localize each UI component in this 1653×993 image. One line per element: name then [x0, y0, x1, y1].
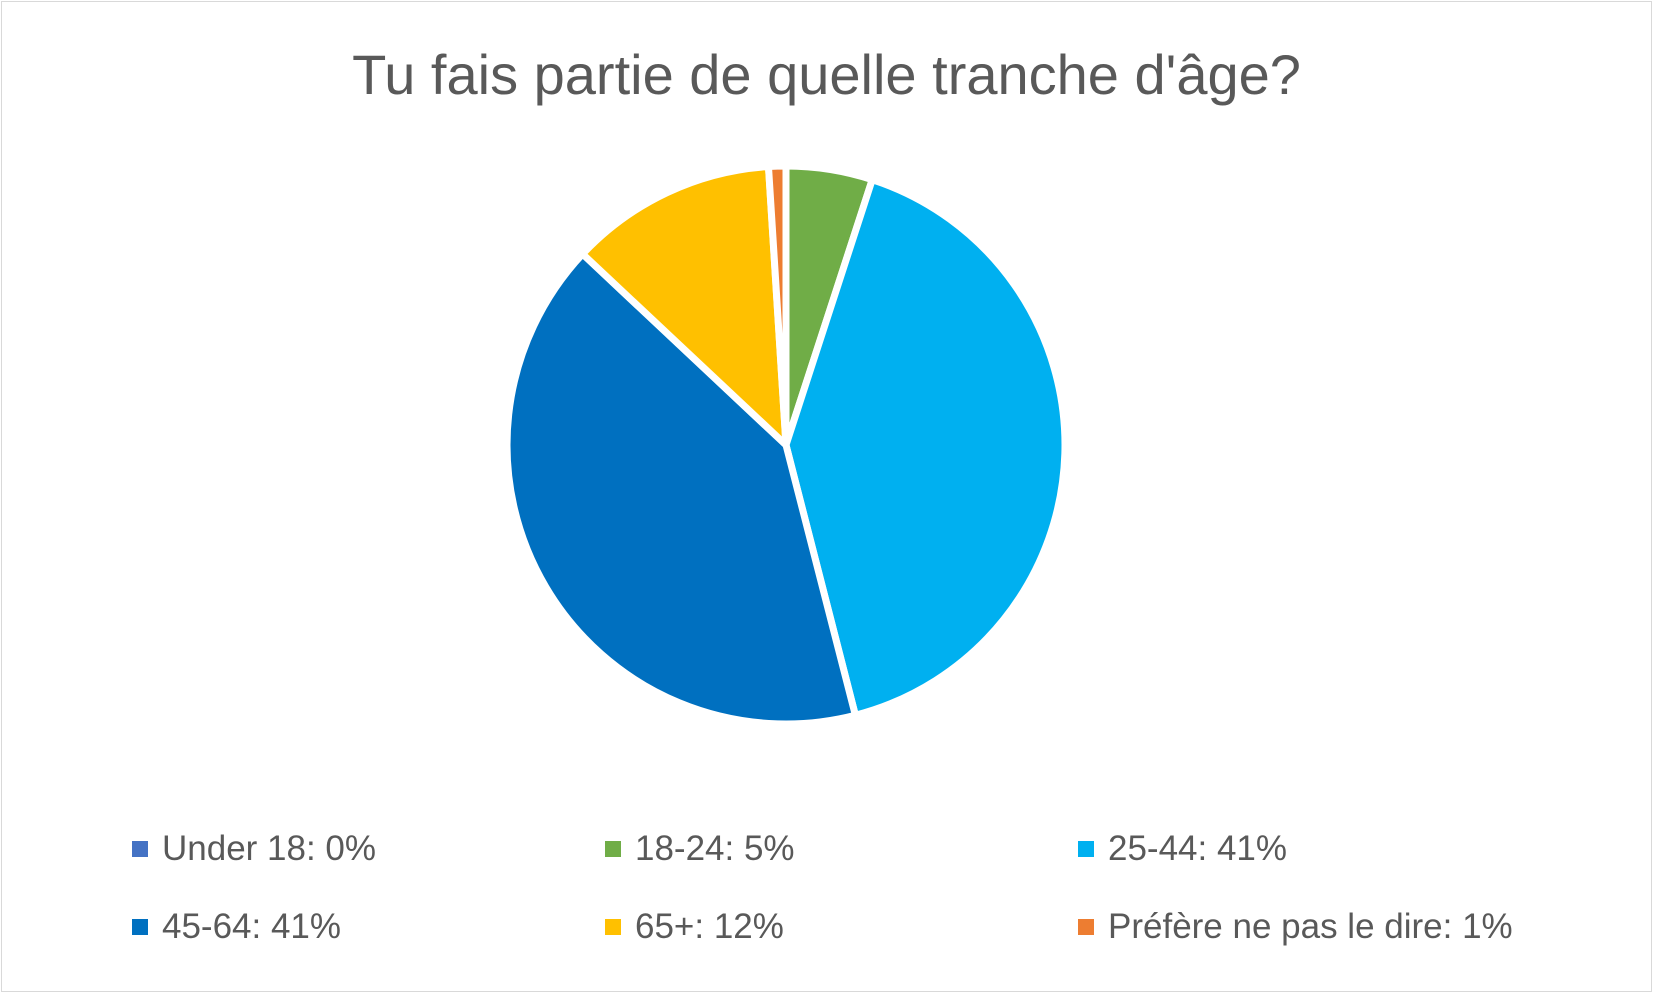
legend: Under 18: 0% 18-24: 5% 25-44: 41% 45-64:… [132, 829, 1582, 946]
legend-item-under-18: Under 18: 0% [132, 829, 605, 868]
pie-slice-25-44 [782, 176, 1069, 719]
chart-title: Tu fais partie de quelle tranche d'âge? [352, 43, 1301, 106]
legend-item-prefer-not-say: Préfère ne pas le dire: 1% [1078, 907, 1558, 946]
legend-swatch [132, 919, 148, 935]
legend-label: 25-44: 41% [1108, 829, 1288, 868]
legend-swatch [1078, 919, 1094, 935]
pie-slice-pr-f-re-ne-pas-le-dire [764, 162, 790, 449]
legend-label: Préfère ne pas le dire: 1% [1108, 907, 1513, 946]
legend-item-65-plus: 65+: 12% [605, 907, 1078, 946]
legend-item-18-24: 18-24: 5% [605, 829, 1078, 868]
legend-item-45-64: 45-64: 41% [132, 907, 605, 946]
pie-slice-45-64 [503, 250, 859, 728]
legend-swatch [605, 919, 621, 935]
legend-label: Under 18: 0% [162, 829, 377, 868]
legend-label: 18-24: 5% [635, 829, 795, 868]
legend-item-25-44: 25-44: 41% [1078, 829, 1558, 868]
legend-label: 45-64: 41% [162, 907, 342, 946]
legend-swatch [132, 841, 148, 857]
pie-slice-65 [579, 163, 790, 449]
legend-swatch [605, 841, 621, 857]
legend-swatch [1078, 841, 1094, 857]
legend-label: 65+: 12% [635, 907, 784, 946]
